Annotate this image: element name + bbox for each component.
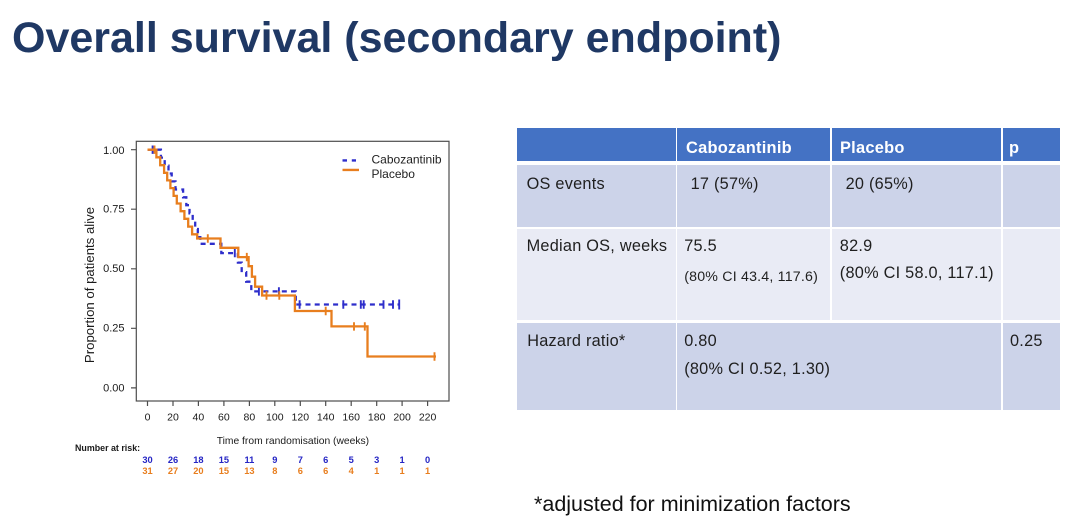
svg-text:80: 80 [244,411,256,423]
svg-text:27: 27 [168,466,178,476]
svg-text:Proportion of patients alive: Proportion of patients alive [82,207,97,363]
svg-text:100: 100 [266,411,284,423]
svg-text:0: 0 [425,455,430,465]
svg-text:Time from randomisation (weeks: Time from randomisation (weeks) [217,436,369,447]
svg-text:18: 18 [193,455,203,465]
svg-text:1: 1 [425,466,430,476]
svg-text:0: 0 [145,411,151,423]
svg-text:1: 1 [374,466,379,476]
svg-text:26: 26 [168,455,178,465]
svg-text:30: 30 [142,455,152,465]
svg-text:6: 6 [323,466,328,476]
svg-text:31: 31 [142,466,152,476]
svg-text:1: 1 [400,455,405,465]
svg-text:0.00: 0.00 [103,383,124,395]
svg-text:Number at risk:: Number at risk: [75,443,140,453]
svg-text:0.25: 0.25 [103,323,124,335]
svg-text:3: 3 [374,455,379,465]
svg-text:Placebo: Placebo [372,167,416,181]
svg-text:11: 11 [244,455,254,465]
svg-text:160: 160 [342,411,360,423]
svg-text:6: 6 [298,466,303,476]
svg-text:20: 20 [193,466,203,476]
svg-text:1: 1 [400,466,405,476]
svg-text:5: 5 [349,455,354,465]
svg-text:60: 60 [218,411,230,423]
svg-text:6: 6 [323,455,328,465]
svg-text:Cabozantinib: Cabozantinib [372,153,442,167]
svg-text:4: 4 [349,466,355,476]
svg-text:0.75: 0.75 [103,203,124,215]
svg-text:0.50: 0.50 [103,263,124,275]
svg-text:9: 9 [272,455,277,465]
svg-text:220: 220 [419,411,437,423]
svg-text:40: 40 [193,411,205,423]
svg-text:20: 20 [167,411,179,423]
svg-text:120: 120 [292,411,310,423]
svg-text:15: 15 [219,455,229,465]
svg-text:1.00: 1.00 [103,145,124,157]
svg-text:200: 200 [393,411,411,423]
svg-text:140: 140 [317,411,335,423]
svg-text:8: 8 [272,466,277,476]
svg-text:13: 13 [244,466,254,476]
svg-text:180: 180 [368,411,386,423]
svg-text:15: 15 [219,466,229,476]
svg-text:7: 7 [298,455,303,465]
